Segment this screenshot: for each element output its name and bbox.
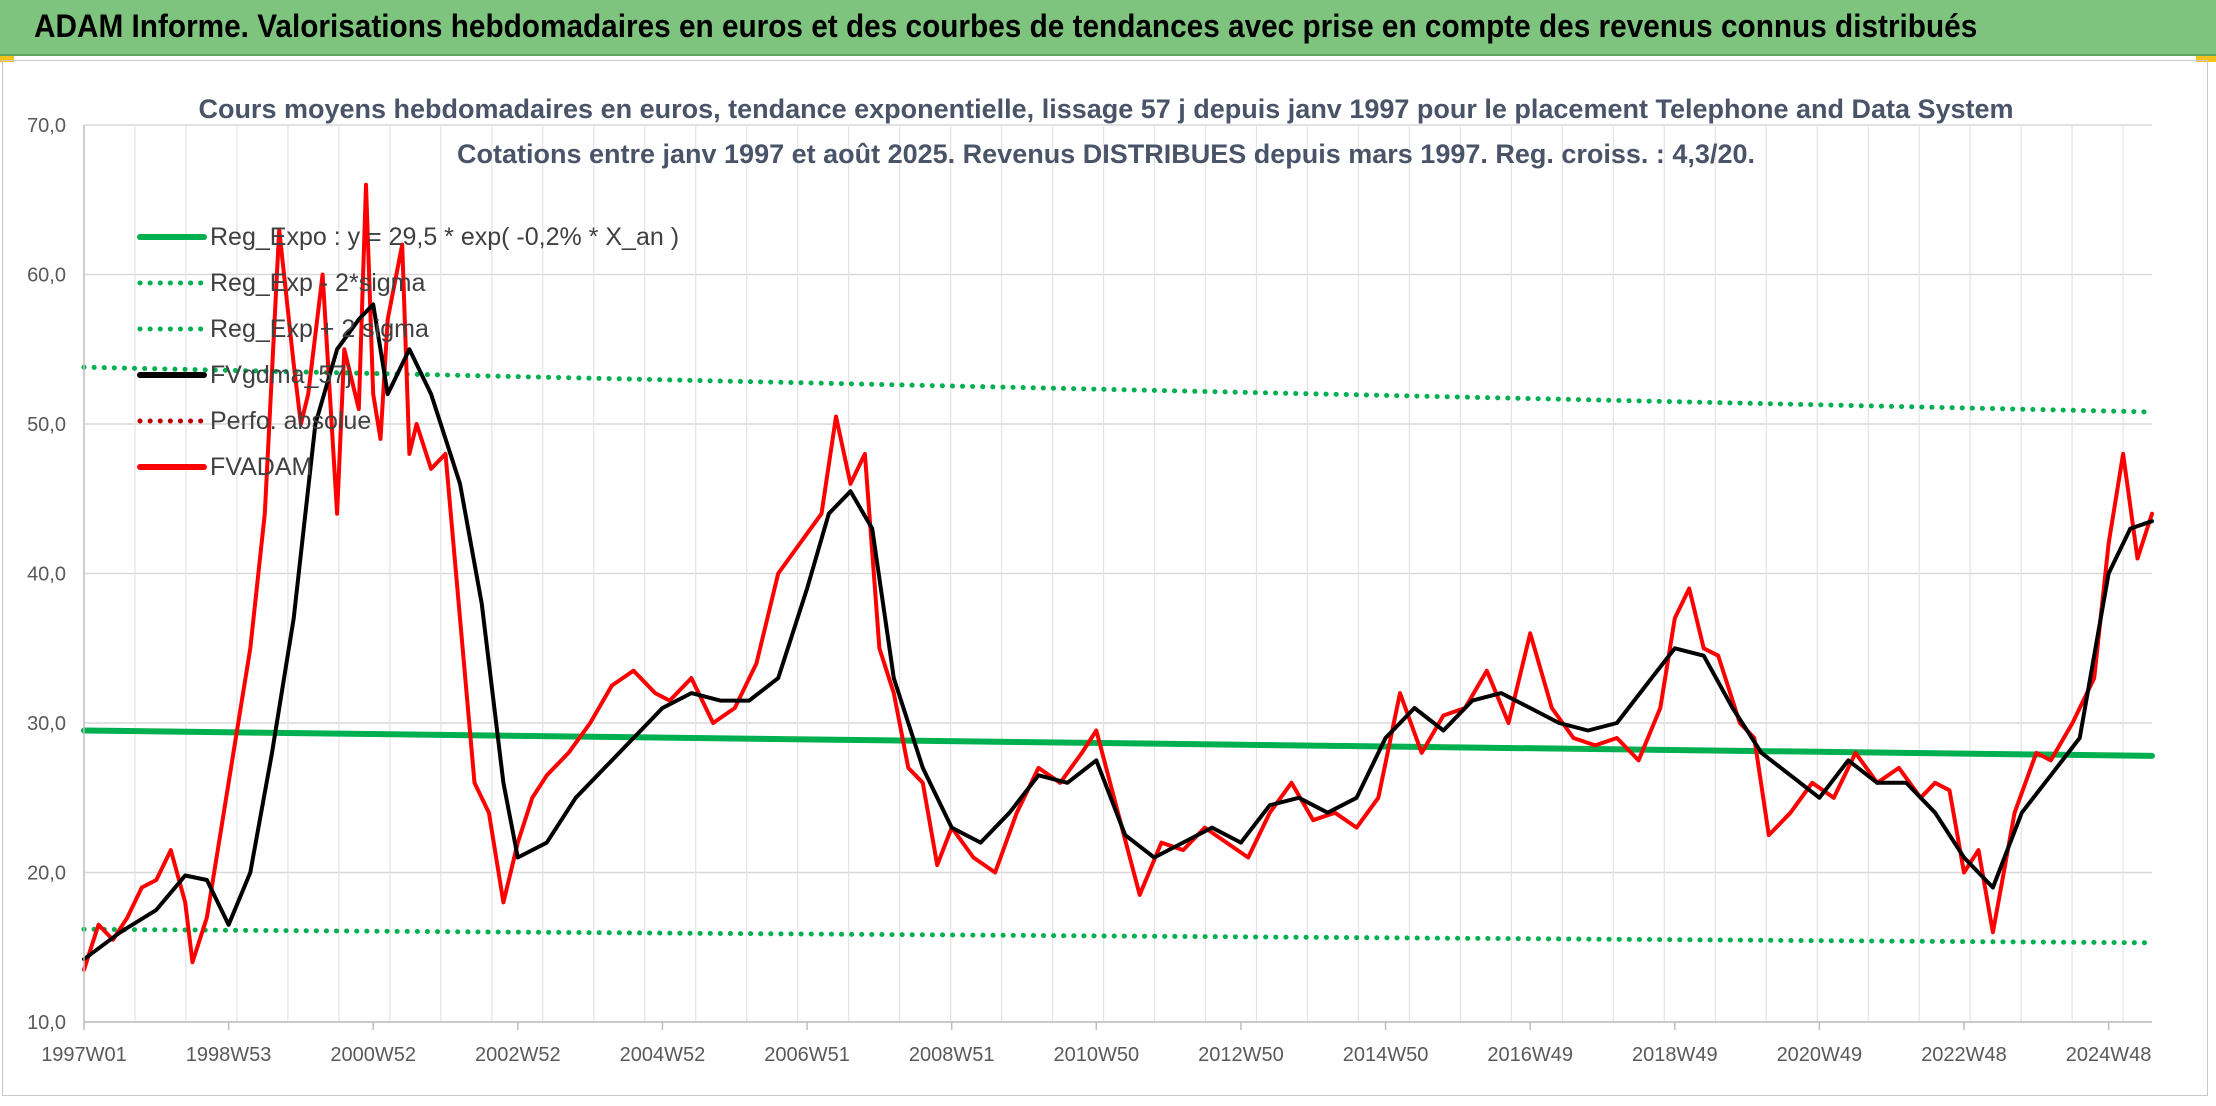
series-line-3 <box>82 302 2154 962</box>
chart-title: Cours moyens hebdomadaires en euros, ten… <box>198 94 2013 124</box>
y-tick-label: 60,0 <box>27 265 66 287</box>
legend-label: FVgdma_57j <box>210 361 352 389</box>
x-tick-label: 2024W48 <box>2066 1044 2152 1066</box>
x-tick-label: 2004W52 <box>620 1044 706 1066</box>
y-tick-label: 10,0 <box>27 1012 66 1034</box>
y-tick-label: 30,0 <box>27 713 66 735</box>
x-tick-label: 2008W51 <box>909 1044 995 1066</box>
x-tick-label: 2022W48 <box>1921 1044 2007 1066</box>
report-title: ADAM Informe. Valorisations hebdomadaire… <box>34 8 1978 44</box>
legend-label: Reg_Exp - 2*sigma <box>210 269 425 297</box>
chart-legend: Reg_Expo : y = 29,5 * exp( -0,2% * X_an … <box>137 223 679 481</box>
legend-label: Perfo. absolue <box>210 407 371 435</box>
x-tick-label: 1997W01 <box>41 1044 127 1066</box>
x-tick-label: 2002W52 <box>475 1044 561 1066</box>
grid-layer <box>83 124 2152 1023</box>
report-header: ADAM Informe. Valorisations hebdomadaire… <box>0 0 2216 56</box>
x-tick-label: 2020W49 <box>1777 1044 1863 1066</box>
legend-label: Reg_Expo : y = 29,5 * exp( -0,2% * X_an … <box>210 223 679 251</box>
legend-label: Reg_Exp + 2 sigma <box>210 315 429 343</box>
axis-layer: 10,0 20,0 30,0 40,0 50,0 60,0 70,0 1997W01 1998W… <box>27 115 2152 1066</box>
x-tick-label: 1998W53 <box>186 1044 272 1066</box>
chart-frame <box>2 60 2208 1096</box>
series-line-2 <box>81 364 2155 415</box>
series-layer <box>81 182 2155 972</box>
y-tick-label: 40,0 <box>27 564 66 586</box>
series-line-5 <box>82 182 2154 972</box>
y-tick-label: 50,0 <box>27 414 66 436</box>
y-tick-label: 20,0 <box>27 863 66 885</box>
series-line-0 <box>81 727 2155 759</box>
corner-marker-left <box>0 56 14 62</box>
legend-label: FVADAM <box>210 453 312 481</box>
corner-marker-right <box>2196 56 2216 62</box>
x-tick-label: 2016W49 <box>1487 1044 1573 1066</box>
x-tick-label: 2010W50 <box>1053 1044 1139 1066</box>
chart-subtitle: Cotations entre janv 1997 et août 2025. … <box>457 139 1755 169</box>
x-tick-label: 2014W50 <box>1343 1044 1429 1066</box>
series-line-1 <box>81 926 2155 946</box>
x-tick-label: 2012W50 <box>1198 1044 1284 1066</box>
x-tick-label: 2000W52 <box>330 1044 416 1066</box>
x-tick-label: 2018W49 <box>1632 1044 1718 1066</box>
y-tick-label: 70,0 <box>27 115 66 137</box>
x-tick-label: 2006W51 <box>764 1044 850 1066</box>
